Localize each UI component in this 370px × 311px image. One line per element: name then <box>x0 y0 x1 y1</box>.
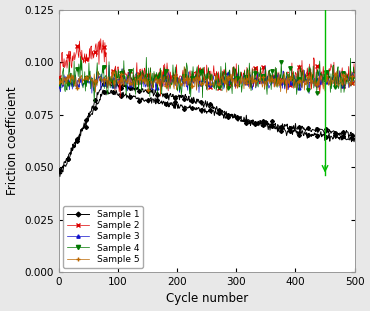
Sample 1 <box>346 137 351 141</box>
Sample 3 <box>346 86 351 90</box>
Sample 1 <box>199 108 203 111</box>
Legend: Sample 1, Sample 2, Sample 3, Sample 4, Sample 5: Sample 1, Sample 2, Sample 3, Sample 4, … <box>63 206 143 267</box>
Sample 5 <box>57 81 61 84</box>
Sample 1 <box>218 111 222 115</box>
Sample 1 <box>300 129 305 132</box>
Line: Sample 5: Sample 5 <box>57 64 357 96</box>
Sample 5 <box>300 79 305 83</box>
Sample 4 <box>200 96 205 100</box>
Line: Sample 4: Sample 4 <box>58 55 356 104</box>
Sample 4 <box>57 82 61 86</box>
Sample 4 <box>352 71 357 75</box>
Sample 1 <box>200 106 205 110</box>
Sample 2 <box>300 73 305 77</box>
Sample 3 <box>107 63 111 67</box>
Sample 5 <box>200 81 205 84</box>
Sample 5 <box>218 82 222 86</box>
Sample 2 <box>200 73 205 77</box>
Sample 3 <box>200 78 204 82</box>
Sample 3 <box>57 85 61 88</box>
Sample 4 <box>78 55 83 58</box>
Sample 3 <box>218 81 222 85</box>
Sample 5 <box>158 93 163 96</box>
Sample 1 <box>101 88 105 92</box>
Sample 1 <box>58 170 62 174</box>
Sample 2 <box>57 76 61 79</box>
Sample 2 <box>218 71 222 75</box>
Sample 5 <box>234 76 239 80</box>
Sample 1 <box>57 169 61 172</box>
Sample 4 <box>300 72 305 76</box>
Line: Sample 2: Sample 2 <box>57 37 357 99</box>
Sample 5 <box>346 80 351 84</box>
Sample 4 <box>199 74 203 78</box>
Sample 4 <box>218 79 222 82</box>
Sample 3 <box>300 86 304 90</box>
Sample 2 <box>234 62 239 66</box>
Sample 5 <box>182 65 186 68</box>
Sample 4 <box>234 79 239 83</box>
Sample 5 <box>352 78 357 82</box>
X-axis label: Cycle number: Cycle number <box>165 292 248 305</box>
Sample 2 <box>346 65 351 68</box>
Sample 3 <box>233 83 238 86</box>
Sample 2 <box>352 76 357 80</box>
Sample 1 <box>234 117 239 120</box>
Line: Sample 1: Sample 1 <box>58 89 356 174</box>
Sample 3 <box>198 80 202 83</box>
Sample 3 <box>307 92 311 95</box>
Sample 4 <box>92 100 97 104</box>
Sample 3 <box>352 80 357 84</box>
Line: Sample 3: Sample 3 <box>58 64 356 95</box>
Sample 1 <box>352 137 357 141</box>
Sample 5 <box>199 81 203 85</box>
Sample 4 <box>346 81 351 85</box>
Y-axis label: Friction coefficient: Friction coefficient <box>6 86 18 195</box>
Sample 2 <box>199 69 203 72</box>
Sample 2 <box>98 37 103 41</box>
Sample 2 <box>118 95 122 99</box>
